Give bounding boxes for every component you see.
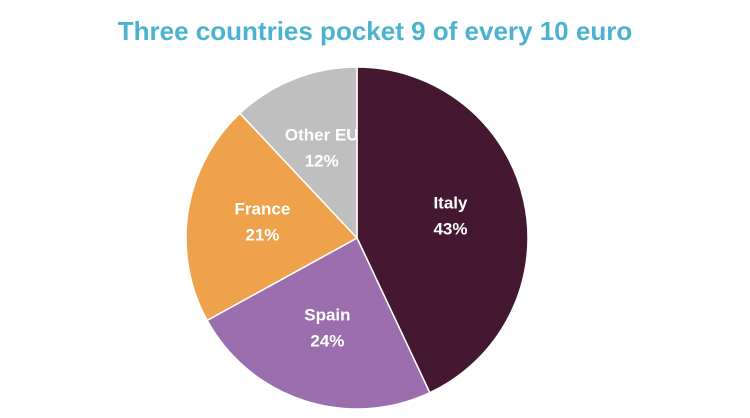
slice-label: Other EU bbox=[285, 125, 359, 144]
pie-slice bbox=[206, 236, 431, 410]
slice-label: Italy bbox=[433, 194, 468, 213]
chart-title: Three countries pocket 9 of every 10 eur… bbox=[118, 16, 632, 46]
slice-value-label: 12% bbox=[305, 151, 339, 170]
slice-value-label: 43% bbox=[433, 220, 467, 239]
slice-label: France bbox=[235, 200, 291, 219]
slice-value-label: 21% bbox=[245, 226, 279, 245]
pie-slice bbox=[185, 112, 359, 322]
slice-label: Spain bbox=[304, 306, 350, 325]
pie-slice bbox=[238, 66, 358, 240]
pie-slice bbox=[356, 66, 529, 394]
slice-value-label: 24% bbox=[310, 332, 344, 351]
